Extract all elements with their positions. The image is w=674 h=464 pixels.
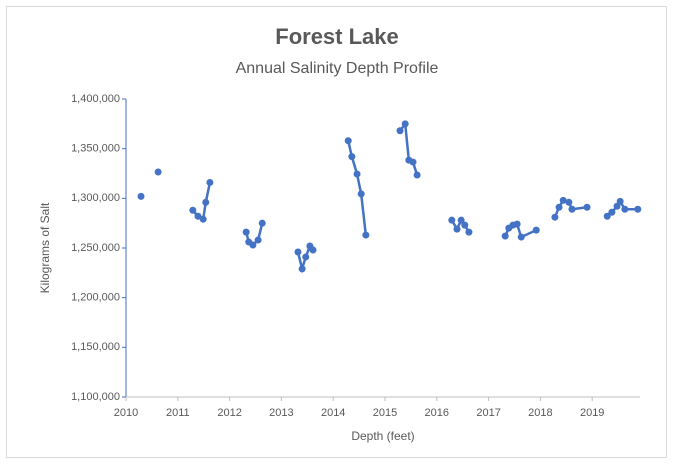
chart-border: [6, 6, 667, 458]
marker: [344, 137, 352, 145]
marker: [353, 170, 361, 178]
marker: [348, 153, 356, 161]
y-tick-label: 1,200,000: [71, 292, 120, 304]
marker: [199, 215, 207, 223]
marker: [565, 198, 573, 206]
marker: [357, 190, 365, 198]
marker: [616, 197, 624, 205]
y-tick-label: 1,400,000: [71, 93, 120, 105]
marker: [409, 158, 417, 166]
marker: [194, 212, 202, 220]
marker: [242, 228, 250, 236]
marker: [137, 192, 145, 200]
y-tick-label: 1,350,000: [71, 143, 120, 155]
marker: [396, 127, 404, 135]
marker: [583, 203, 591, 211]
marker: [448, 216, 456, 224]
x-axis-label: Depth (feet): [351, 429, 414, 443]
marker: [501, 232, 509, 240]
x-tick-label: 2014: [321, 407, 345, 419]
y-tick-label: 1,300,000: [71, 192, 120, 204]
y-tick-label: 1,100,000: [71, 391, 120, 403]
chart-title: Forest Lake: [275, 24, 399, 49]
marker: [258, 219, 266, 227]
marker: [249, 241, 257, 249]
marker: [517, 233, 525, 241]
chart-subtitle: Annual Salinity Depth Profile: [236, 60, 439, 77]
marker: [154, 168, 162, 176]
marker: [551, 213, 559, 221]
x-tick-label: 2015: [373, 407, 397, 419]
marker: [513, 220, 521, 228]
marker: [568, 205, 576, 213]
marker: [202, 198, 210, 206]
marker: [461, 221, 469, 229]
y-axis-label: Kilograms of Salt: [38, 202, 52, 293]
y-tick-label: 1,250,000: [71, 242, 120, 254]
marker: [555, 203, 563, 211]
marker: [206, 178, 214, 186]
marker: [189, 206, 197, 214]
marker: [634, 205, 642, 213]
x-tick-label: 2012: [217, 407, 241, 419]
x-tick-label: 2019: [580, 407, 604, 419]
marker: [608, 208, 616, 216]
x-tick-label: 2011: [166, 407, 190, 419]
x-tick-label: 2017: [476, 407, 500, 419]
marker: [621, 205, 629, 213]
marker: [302, 253, 310, 261]
marker: [298, 265, 306, 273]
y-tick-label: 1,150,000: [71, 341, 120, 353]
marker: [465, 228, 473, 236]
x-tick-label: 2010: [114, 407, 138, 419]
marker: [559, 196, 567, 204]
x-tick-label: 2013: [269, 407, 293, 419]
marker: [603, 212, 611, 220]
marker: [413, 171, 421, 179]
marker: [362, 231, 370, 239]
marker: [401, 120, 409, 128]
marker: [532, 226, 540, 234]
x-tick-label: 2018: [528, 407, 552, 419]
marker: [309, 246, 317, 254]
marker: [294, 248, 302, 256]
marker: [453, 225, 461, 233]
marker: [254, 236, 262, 244]
x-tick-label: 2016: [425, 407, 449, 419]
marker: [457, 216, 465, 224]
